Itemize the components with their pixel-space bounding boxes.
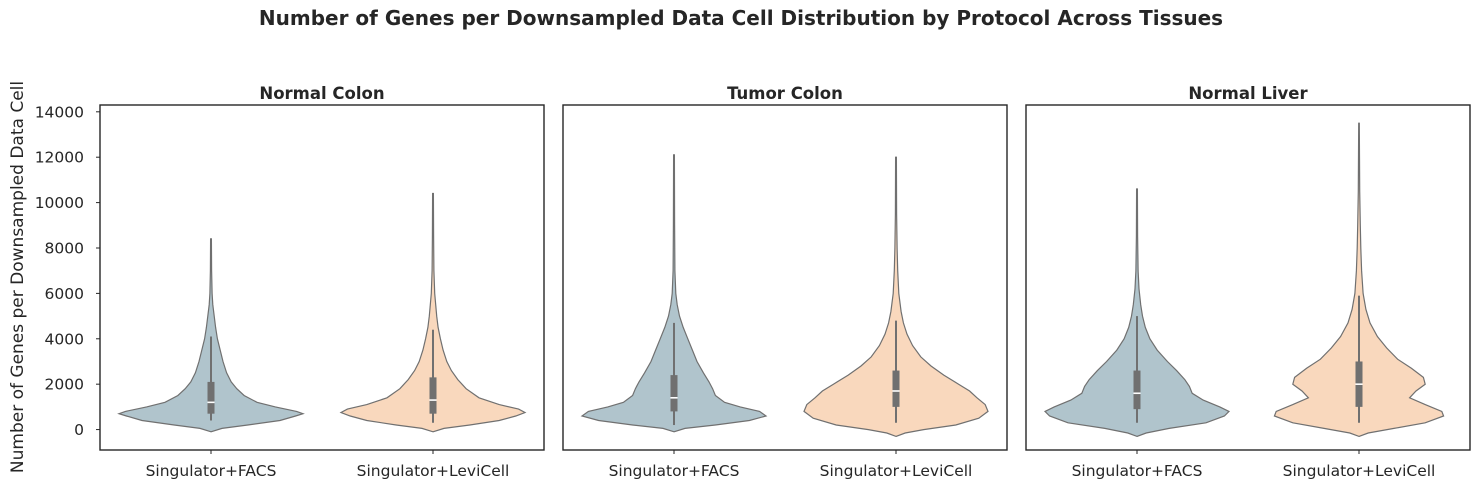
chart-title: Number of Genes per Downsampled Data Cel… [259,6,1223,30]
y-tick-label: 10000 [35,194,84,212]
y-tick-label: 6000 [45,285,84,303]
panel-normal-colon: Normal Colon 0 2000 4000 6000 8000 10000 12000 1… [35,84,545,480]
panel-frame [1025,104,1471,451]
x-tick-label: Singulator+FACS [1072,462,1203,480]
y-axis-label: Number of Genes per Downsampled Data Cel… [8,81,28,473]
iqr-box [429,377,437,414]
y-tick-label: 8000 [45,239,84,257]
y-tick-label: 2000 [45,376,84,394]
violin-singulator-facs [1043,188,1231,438]
violin-singulator-facs [117,238,305,433]
panel-title: Normal Colon [259,84,384,103]
x-tick-label: Singulator+FACS [146,462,277,480]
panel-frame [562,104,1008,451]
violin-singulator-levicell [803,156,989,438]
iqr-box [1133,370,1141,410]
iqr-box [207,381,215,414]
panel-title: Tumor Colon [727,84,843,103]
y-tick-label: 0 [74,421,84,439]
violin-singulator-levicell [1273,122,1445,438]
y-tick-label: 14000 [35,103,84,121]
iqr-box [892,370,900,407]
x-tick-label: Singulator+LeviCell [1283,462,1436,480]
x-tick-label: Singulator+LeviCell [357,462,510,480]
x-tick-label: Singulator+FACS [609,462,740,480]
x-tick-label: Singulator+LeviCell [820,462,973,480]
y-tick-label: 4000 [45,330,84,348]
panel-frame [99,104,545,451]
iqr-box [670,375,678,412]
panel-normal-liver: Normal Liver Singulator+FACS Singulator+Le… [1025,84,1471,480]
violin-singulator-levicell [339,192,527,433]
violin-singulator-facs [580,154,768,433]
panel-title: Normal Liver [1188,84,1308,103]
y-tick-label: 12000 [35,149,84,167]
panel-tumor-colon: Tumor Colon Singulator+FACS Singulator+Lev… [562,84,1008,480]
